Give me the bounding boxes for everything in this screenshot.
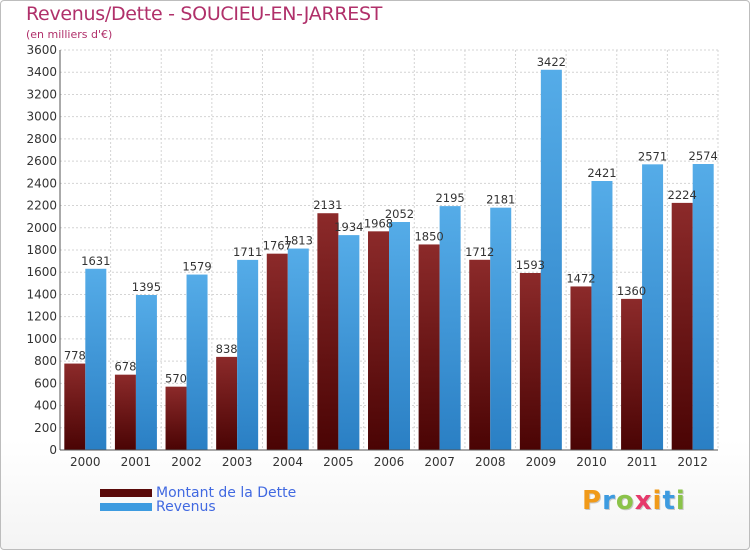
chart-legend: Montant de la Dette Revenus [100, 485, 297, 515]
y-tick-label: 1400 [26, 287, 57, 301]
x-tick-label: 2005 [323, 455, 354, 469]
x-tick-label: 2006 [374, 455, 405, 469]
x-tick-label: 2002 [171, 455, 202, 469]
legend-item-revenus: Revenus [100, 499, 296, 515]
y-tick-label: 1600 [26, 265, 57, 279]
y-tick-label: 200 [34, 421, 57, 435]
bar-revenus [237, 259, 259, 450]
data-label: 1593 [516, 258, 545, 272]
y-tick-label: 3200 [26, 87, 57, 101]
y-tick-label: 2600 [26, 154, 57, 168]
bar-revenus [439, 206, 461, 450]
y-tick-label: 400 [34, 399, 57, 413]
data-label: 1472 [566, 271, 595, 285]
bar-dette [114, 374, 136, 450]
y-tick-label: 2800 [26, 132, 57, 146]
y-tick-label: 800 [34, 354, 57, 368]
bar-dette [216, 356, 238, 450]
y-tick-label: 0 [49, 443, 57, 457]
data-label: 2195 [435, 191, 464, 205]
y-tick-label: 3600 [26, 43, 57, 57]
bar-revenus [287, 248, 309, 450]
bar-revenus [186, 274, 208, 450]
data-label: 838 [216, 342, 238, 356]
data-label: 3422 [537, 55, 566, 69]
bar-dette [317, 213, 339, 450]
x-tick-label: 2012 [677, 455, 708, 469]
x-tick-label: 2008 [475, 455, 506, 469]
x-tick-label: 2003 [222, 455, 253, 469]
data-label: 2574 [689, 149, 718, 163]
legend-swatch-dette [100, 489, 152, 497]
data-label: 2571 [638, 149, 667, 163]
bar-revenus [338, 235, 360, 450]
bar-revenus [389, 222, 410, 450]
data-label: 1712 [465, 245, 494, 259]
bar-dette [570, 286, 592, 450]
y-tick-label: 1200 [26, 310, 57, 324]
bar-dette [64, 363, 86, 450]
legend-label-revenus: Revenus [156, 499, 216, 515]
x-tick-label: 2010 [576, 455, 607, 469]
data-label: 2421 [587, 166, 616, 180]
x-tick-label: 2009 [526, 455, 557, 469]
bar-dette [165, 386, 187, 450]
data-label: 1968 [364, 216, 393, 230]
y-tick-label: 3000 [26, 110, 57, 124]
y-tick-label: 2200 [26, 199, 57, 213]
data-label: 1813 [284, 234, 313, 248]
y-tick-label: 2000 [26, 221, 57, 235]
bar-dette [368, 231, 389, 450]
bar-dette [266, 253, 288, 450]
bar-revenus [490, 207, 512, 450]
data-label: 2052 [385, 207, 414, 221]
legend-label-dette: Montant de la Dette [156, 485, 297, 501]
bar-dette [418, 244, 440, 450]
data-label: 778 [64, 349, 86, 363]
data-label: 1579 [182, 260, 211, 274]
bar-dette [469, 259, 491, 450]
data-label: 570 [165, 372, 187, 386]
x-tick-label: 2007 [424, 455, 455, 469]
data-label: 1360 [617, 284, 646, 298]
data-label: 2181 [486, 193, 515, 207]
bar-dette [671, 202, 693, 450]
y-tick-label: 2400 [26, 176, 57, 190]
data-label: 1850 [414, 229, 443, 243]
chart-subtitle: (en milliers d'€) [26, 28, 113, 41]
bar-revenus [85, 268, 107, 450]
bar-dette [519, 273, 541, 450]
y-tick-label: 1800 [26, 243, 57, 257]
data-label: 1631 [81, 254, 110, 268]
data-label: 1395 [132, 280, 161, 294]
proxiti-logo: Proxiti [582, 486, 686, 516]
y-tick-label: 3400 [26, 65, 57, 79]
data-label: 1711 [233, 245, 262, 259]
data-label: 678 [114, 360, 136, 374]
bar-revenus [540, 69, 562, 451]
x-tick-label: 2011 [627, 455, 658, 469]
data-label: 2224 [668, 188, 697, 202]
y-tick-label: 1000 [26, 332, 57, 346]
bar-dette [621, 298, 643, 450]
chart-title: Revenus/Dette - SOUCIEU-EN-JARREST [26, 3, 383, 25]
data-label: 1934 [334, 220, 363, 234]
bar-revenus [642, 164, 664, 451]
legend-item-dette: Montant de la Dette [100, 485, 297, 501]
legend-swatch-revenus [100, 503, 152, 511]
data-label: 2131 [313, 198, 342, 212]
x-tick-label: 2004 [272, 455, 303, 469]
x-tick-label: 2001 [121, 455, 152, 469]
y-tick-label: 600 [34, 376, 57, 390]
bar-revenus [135, 295, 157, 450]
data-label: 1767 [263, 239, 292, 253]
bar-revenus [692, 164, 714, 450]
x-tick-label: 2000 [70, 455, 101, 469]
bar-revenus [591, 181, 613, 450]
